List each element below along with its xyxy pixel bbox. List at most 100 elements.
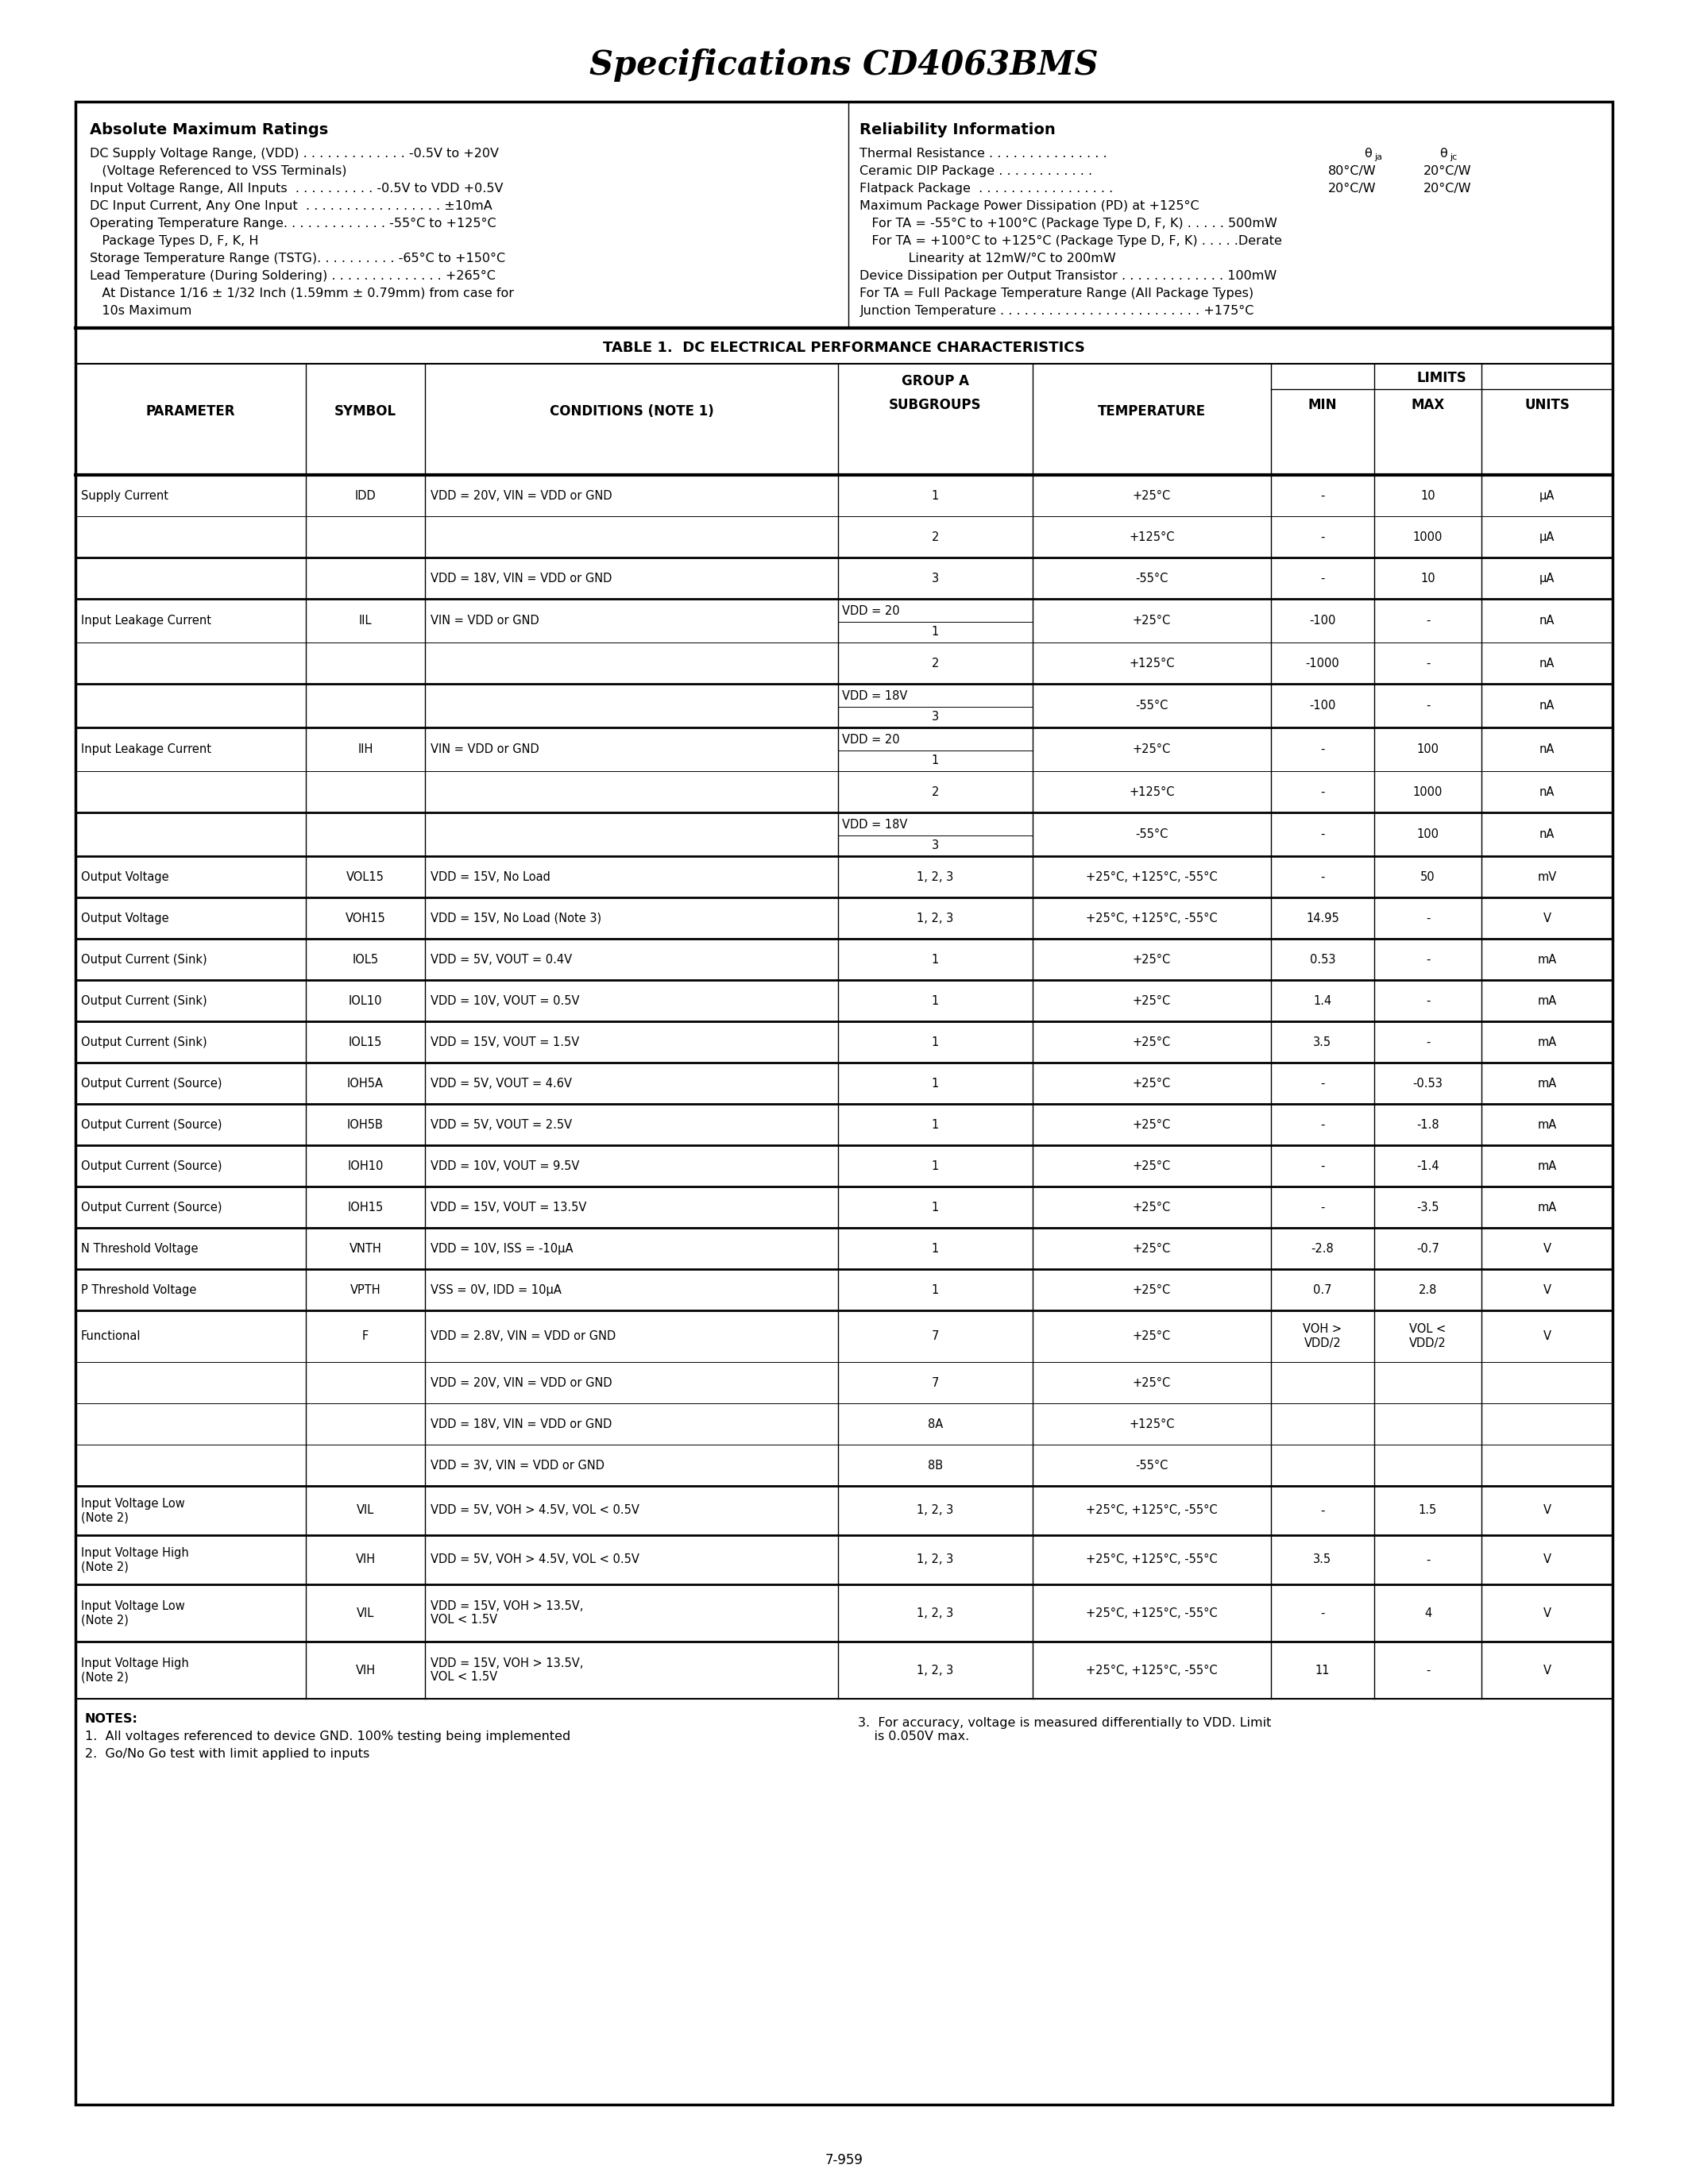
Text: Reliability Information: Reliability Information: [859, 122, 1057, 138]
Text: +25°C: +25°C: [1133, 743, 1171, 756]
Text: 2: 2: [932, 786, 939, 797]
Text: nA: nA: [1539, 657, 1555, 668]
Text: DC Supply Voltage Range, (VDD) . . . . . . . . . . . . . -0.5V to +20V: DC Supply Voltage Range, (VDD) . . . . .…: [89, 146, 500, 159]
Text: Output Current (Source): Output Current (Source): [81, 1160, 223, 1173]
Text: 7: 7: [932, 1330, 939, 1343]
Text: V: V: [1543, 1607, 1551, 1618]
Text: 2.8: 2.8: [1418, 1284, 1436, 1295]
Text: 1: 1: [932, 994, 939, 1007]
Text: Supply Current: Supply Current: [81, 489, 169, 502]
Text: VOL <
VDD/2: VOL < VDD/2: [1409, 1324, 1447, 1350]
Text: μA: μA: [1539, 572, 1555, 583]
Text: IOL5: IOL5: [353, 954, 378, 965]
Text: mA: mA: [1538, 1077, 1556, 1090]
Text: 1.4: 1.4: [1313, 994, 1332, 1007]
Text: 20°C/W: 20°C/W: [1423, 181, 1472, 194]
Text: 3.5: 3.5: [1313, 1553, 1332, 1566]
Text: 3.5: 3.5: [1313, 1035, 1332, 1048]
Text: For TA = Full Package Temperature Range (All Package Types): For TA = Full Package Temperature Range …: [859, 286, 1254, 299]
Text: +25°C, +125°C, -55°C: +25°C, +125°C, -55°C: [1085, 913, 1217, 924]
Text: +25°C: +25°C: [1133, 1077, 1171, 1090]
Text: -: -: [1320, 828, 1325, 841]
Text: 1: 1: [932, 1284, 939, 1295]
Text: -1.4: -1.4: [1416, 1160, 1440, 1173]
Text: IIL: IIL: [360, 614, 371, 627]
Text: VDD = 3V, VIN = VDD or GND: VDD = 3V, VIN = VDD or GND: [430, 1459, 604, 1472]
Text: VDD = 15V, No Load: VDD = 15V, No Load: [430, 871, 550, 882]
Text: For TA = -55°C to +100°C (Package Type D, F, K) . . . . . 500mW: For TA = -55°C to +100°C (Package Type D…: [859, 216, 1278, 229]
Text: mA: mA: [1538, 954, 1556, 965]
Text: -100: -100: [1310, 699, 1335, 712]
Text: Specifications CD4063BMS: Specifications CD4063BMS: [589, 48, 1099, 81]
Text: VDD = 15V, VOH > 13.5V,
VOL < 1.5V: VDD = 15V, VOH > 13.5V, VOL < 1.5V: [430, 1601, 584, 1625]
Text: IDD: IDD: [354, 489, 376, 502]
Text: F: F: [363, 1330, 368, 1343]
Text: nA: nA: [1539, 614, 1555, 627]
Text: +25°C: +25°C: [1133, 1160, 1171, 1173]
Text: -: -: [1426, 954, 1430, 965]
Text: Junction Temperature . . . . . . . . . . . . . . . . . . . . . . . . . +175°C: Junction Temperature . . . . . . . . . .…: [859, 304, 1254, 317]
Text: mA: mA: [1538, 1160, 1556, 1173]
Text: VDD = 5V, VOUT = 0.4V: VDD = 5V, VOUT = 0.4V: [430, 954, 572, 965]
Text: VIN = VDD or GND: VIN = VDD or GND: [430, 743, 538, 756]
Text: mA: mA: [1538, 1201, 1556, 1212]
Text: IOH5A: IOH5A: [348, 1077, 383, 1090]
Text: mA: mA: [1538, 994, 1556, 1007]
Text: 0.53: 0.53: [1310, 954, 1335, 965]
Text: nA: nA: [1539, 743, 1555, 756]
Text: VDD = 18V: VDD = 18V: [842, 690, 908, 701]
Text: VDD = 5V, VOUT = 4.6V: VDD = 5V, VOUT = 4.6V: [430, 1077, 572, 1090]
Text: nA: nA: [1539, 699, 1555, 712]
Text: Lead Temperature (During Soldering) . . . . . . . . . . . . . . +265°C: Lead Temperature (During Soldering) . . …: [89, 269, 496, 282]
Text: 3: 3: [932, 572, 939, 583]
Text: VDD = 10V, ISS = -10μA: VDD = 10V, ISS = -10μA: [430, 1243, 574, 1254]
Text: -55°C: -55°C: [1136, 828, 1168, 841]
Text: For TA = +100°C to +125°C (Package Type D, F, K) . . . . .Derate: For TA = +100°C to +125°C (Package Type …: [859, 234, 1283, 247]
Text: P Threshold Voltage: P Threshold Voltage: [81, 1284, 196, 1295]
Text: VDD = 2.8V, VIN = VDD or GND: VDD = 2.8V, VIN = VDD or GND: [430, 1330, 616, 1343]
Text: IOH5B: IOH5B: [348, 1118, 383, 1131]
Text: nA: nA: [1539, 786, 1555, 797]
Text: IOH10: IOH10: [348, 1160, 383, 1173]
Text: GROUP A: GROUP A: [901, 373, 969, 389]
Text: VNTH: VNTH: [349, 1243, 381, 1254]
Text: V: V: [1543, 1664, 1551, 1675]
Text: +25°C: +25°C: [1133, 1035, 1171, 1048]
Text: 20°C/W: 20°C/W: [1328, 181, 1376, 194]
Text: +25°C: +25°C: [1133, 614, 1171, 627]
Text: +25°C: +25°C: [1133, 994, 1171, 1007]
Text: mV: mV: [1538, 871, 1556, 882]
Text: CONDITIONS (NOTE 1): CONDITIONS (NOTE 1): [549, 404, 714, 419]
Text: -: -: [1426, 614, 1430, 627]
Text: VDD = 18V, VIN = VDD or GND: VDD = 18V, VIN = VDD or GND: [430, 572, 613, 583]
Text: TABLE 1.  DC ELECTRICAL PERFORMANCE CHARACTERISTICS: TABLE 1. DC ELECTRICAL PERFORMANCE CHARA…: [603, 341, 1085, 356]
Text: Output Voltage: Output Voltage: [81, 913, 169, 924]
Text: NOTES:: NOTES:: [84, 1712, 138, 1725]
Text: 1: 1: [932, 1243, 939, 1254]
Text: +125°C: +125°C: [1129, 657, 1175, 668]
Text: VIN = VDD or GND: VIN = VDD or GND: [430, 614, 538, 627]
Text: 50: 50: [1421, 871, 1435, 882]
Text: 1.  All voltages referenced to device GND. 100% testing being implemented: 1. All voltages referenced to device GND…: [84, 1730, 571, 1743]
Text: V: V: [1543, 1243, 1551, 1254]
Text: VIH: VIH: [356, 1664, 375, 1675]
Text: Ceramic DIP Package . . . . . . . . . . . .: Ceramic DIP Package . . . . . . . . . . …: [859, 164, 1092, 177]
Text: V: V: [1543, 1553, 1551, 1566]
Text: MAX: MAX: [1411, 397, 1445, 413]
Text: 1: 1: [932, 954, 939, 965]
Text: -55°C: -55°C: [1136, 572, 1168, 583]
Text: 0.7: 0.7: [1313, 1284, 1332, 1295]
Text: 1, 2, 3: 1, 2, 3: [917, 1505, 954, 1516]
Text: -: -: [1426, 913, 1430, 924]
Text: 7: 7: [932, 1376, 939, 1389]
Text: 8B: 8B: [928, 1459, 944, 1472]
Text: MIN: MIN: [1308, 397, 1337, 413]
Text: V: V: [1543, 1505, 1551, 1516]
Text: 1: 1: [932, 1035, 939, 1048]
Text: -0.53: -0.53: [1413, 1077, 1443, 1090]
Text: VDD = 5V, VOH > 4.5V, VOL < 0.5V: VDD = 5V, VOH > 4.5V, VOL < 0.5V: [430, 1505, 640, 1516]
Text: -: -: [1320, 1118, 1325, 1131]
Text: ja: ja: [1374, 153, 1382, 162]
Text: V: V: [1543, 1284, 1551, 1295]
Text: 7-959: 7-959: [825, 2153, 863, 2167]
